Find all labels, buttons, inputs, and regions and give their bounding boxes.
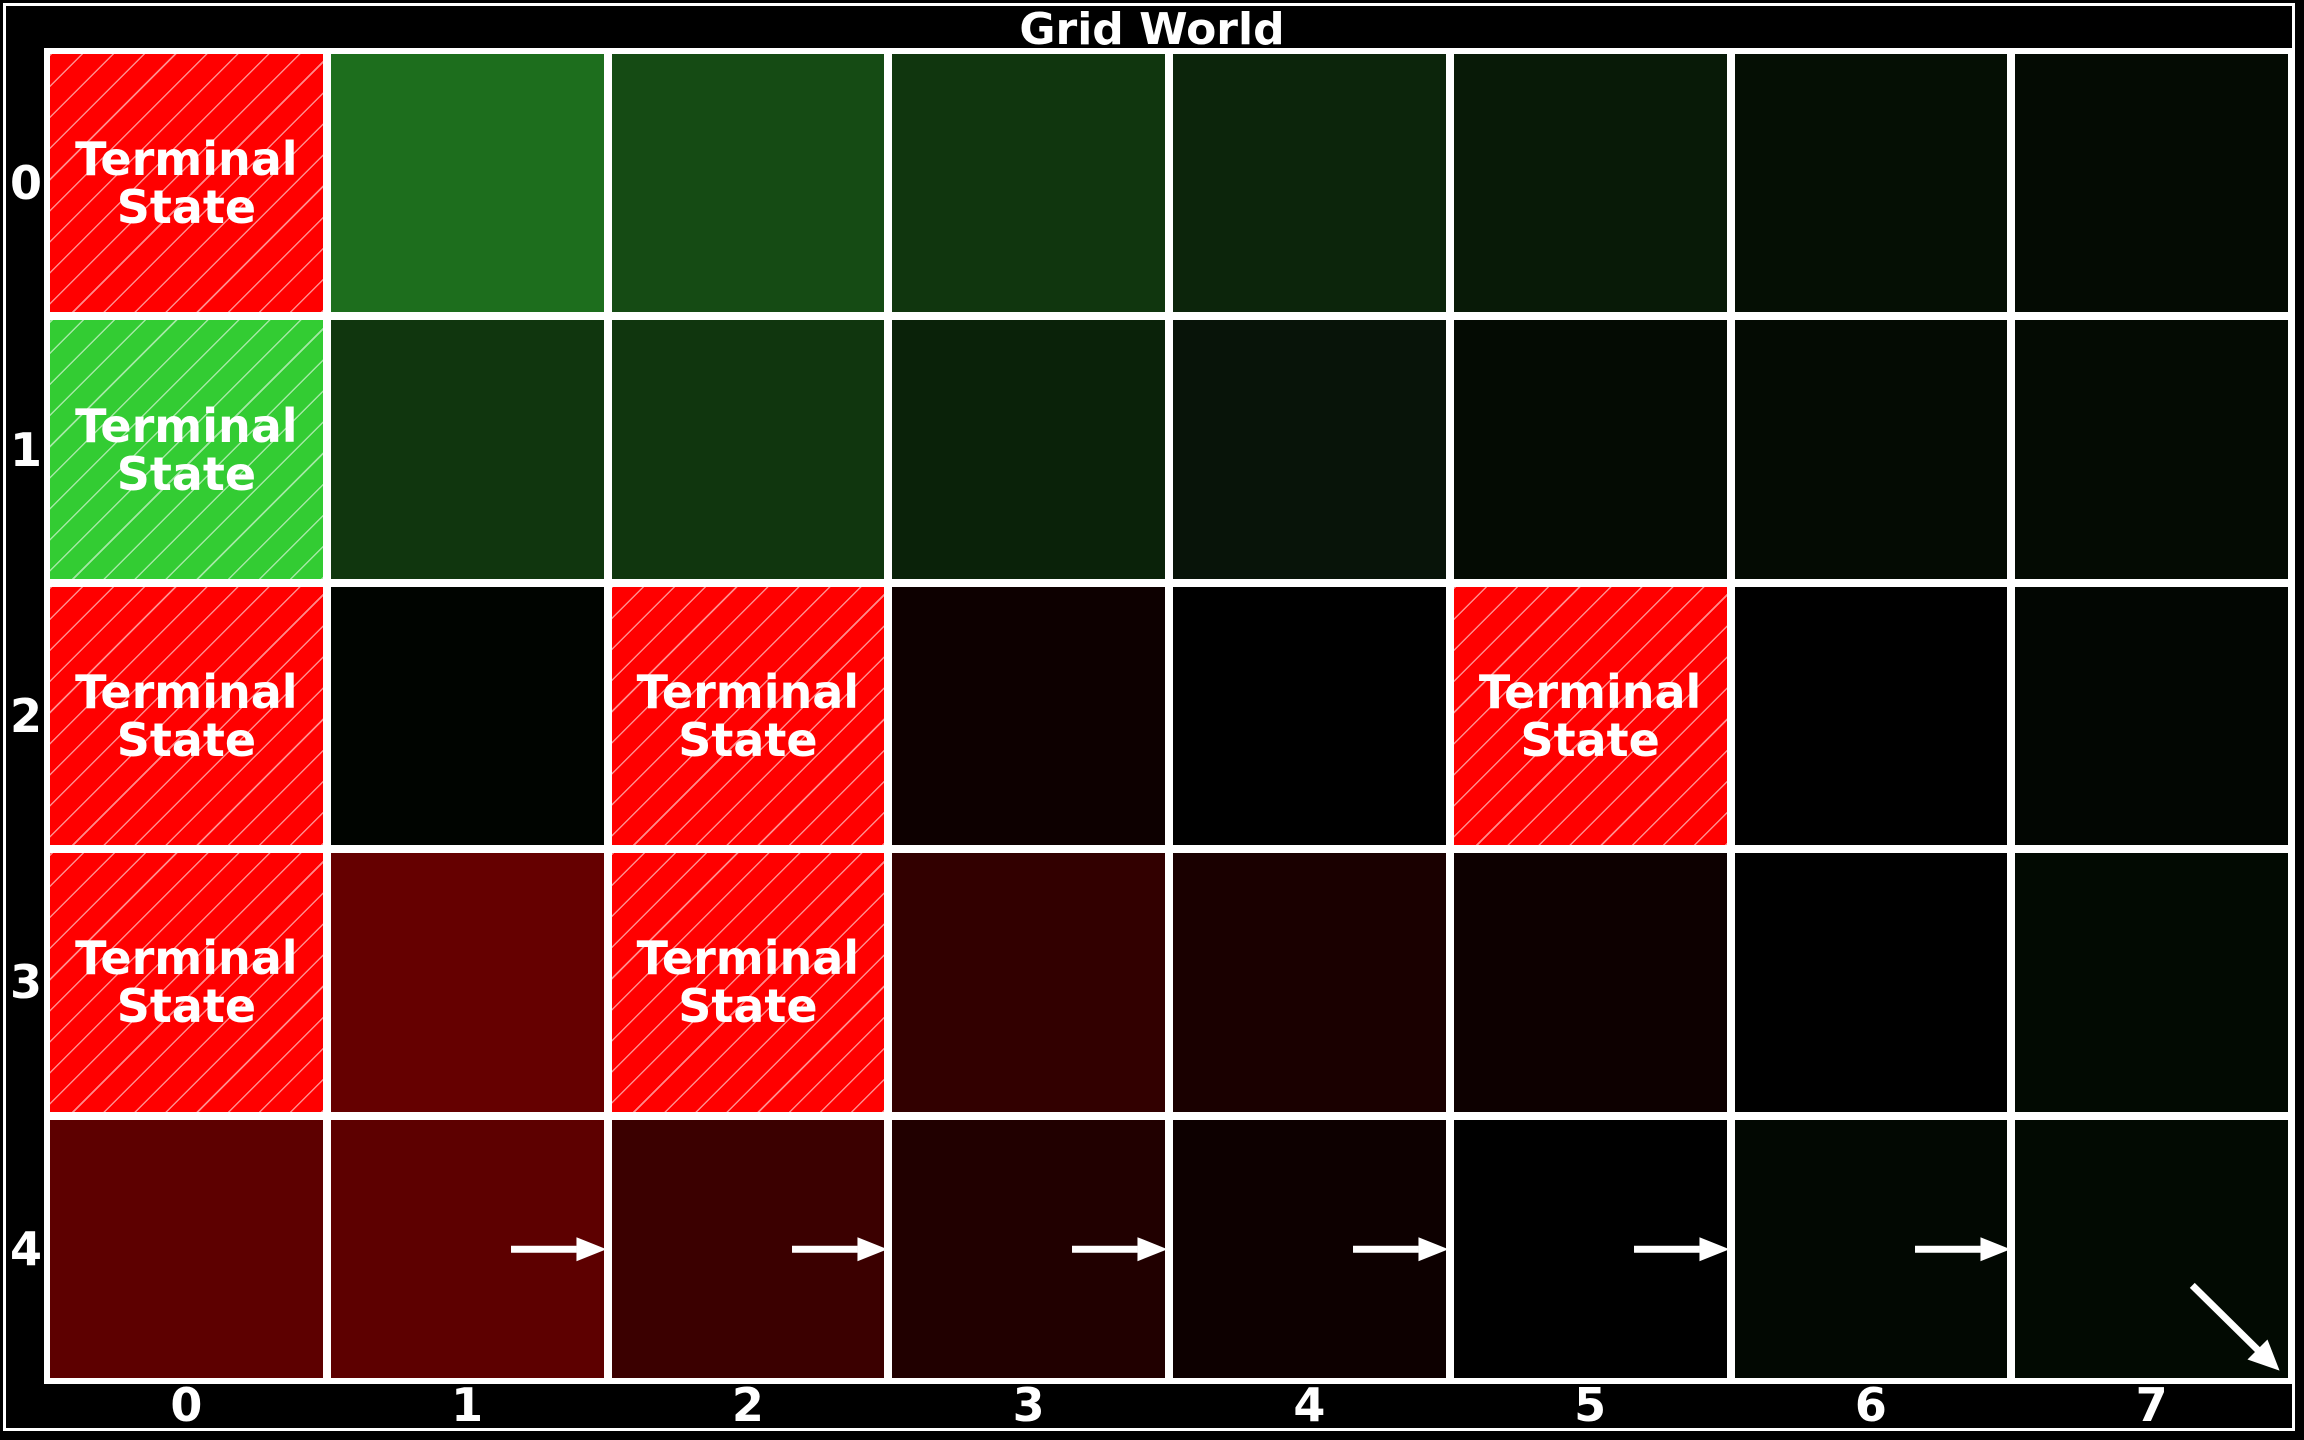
terminal-state-label: Terminal State xyxy=(612,853,885,1111)
grid-cell-r3-c3 xyxy=(892,853,1165,1112)
x-tick-label: 3 xyxy=(1012,1378,1045,1432)
y-tick-label: 3 xyxy=(9,955,42,1010)
arrow-right-icon xyxy=(791,1236,887,1261)
grid-cell-r2-c7 xyxy=(2015,586,2288,846)
x-tick-label: 6 xyxy=(1854,1378,1887,1432)
terminal-cell-r0-c0: Terminal State xyxy=(50,54,323,313)
grid-cell-r1-c1 xyxy=(330,320,604,579)
terminal-state-label: Terminal State xyxy=(612,587,885,845)
grid-cell-r0-c5 xyxy=(1453,54,1727,313)
figure-title: Grid World xyxy=(1019,4,1285,55)
terminal-state-label: Terminal State xyxy=(1454,587,1727,845)
grid-cell-r0-c2 xyxy=(611,54,885,313)
arrow-head xyxy=(1137,1236,1168,1261)
terminal-state-label: Terminal State xyxy=(50,54,323,312)
terminal-label-line1: Terminal xyxy=(75,132,298,187)
arrow-shaft xyxy=(2190,1282,2264,1355)
terminal-cell-r2-c0: Terminal State xyxy=(50,586,323,846)
arrow-head xyxy=(1699,1236,1730,1261)
terminal-label-line2: State xyxy=(116,180,257,235)
y-tick-label: 1 xyxy=(9,422,42,477)
terminal-label-line2: State xyxy=(1520,712,1660,767)
terminal-state-label: Terminal State xyxy=(50,320,323,578)
y-tick-label: 0 xyxy=(9,156,42,211)
arrow-right-icon xyxy=(1633,1236,1730,1261)
terminal-label-line1: Terminal xyxy=(75,931,298,986)
terminal-label-line1: Terminal xyxy=(1478,664,1702,719)
terminal-label-line1: Terminal xyxy=(636,931,860,986)
grid-cell-r4-c0 xyxy=(50,1119,323,1378)
grid-cell-r0-c3 xyxy=(892,54,1165,313)
x-tick-label: 2 xyxy=(731,1378,764,1432)
arrow-head xyxy=(2247,1339,2280,1371)
arrow-right-icon xyxy=(1072,1236,1168,1261)
terminal-state-label: Terminal State xyxy=(50,853,323,1111)
grid-cell-r4-c6 xyxy=(1734,1119,2010,1378)
grid-cell-r1-c3 xyxy=(892,320,1165,579)
terminal-label-line2: State xyxy=(678,712,818,767)
terminal-label-line1: Terminal xyxy=(75,398,298,453)
x-tick-label: 5 xyxy=(1574,1378,1607,1432)
arrow-right-icon xyxy=(1353,1236,1449,1261)
y-tick-label: 4 xyxy=(9,1221,42,1276)
x-tick-label: 1 xyxy=(451,1378,484,1432)
grid-cell-r4-c7 xyxy=(2015,1119,2288,1378)
grid-cell-r4-c1 xyxy=(330,1119,607,1378)
grid-cell-r3-c4 xyxy=(1173,853,1446,1112)
grid-cell-r2-c3 xyxy=(892,586,1165,846)
grid-cell-r1-c2 xyxy=(611,320,885,579)
grid-cell-r3-c6 xyxy=(1734,853,2008,1112)
grid-cell-r3-c7 xyxy=(2015,853,2288,1112)
grid-cell-r3-c5 xyxy=(1453,853,1727,1112)
arrow-head xyxy=(1418,1236,1449,1261)
terminal-label-line1: Terminal xyxy=(636,664,860,719)
terminal-cell-r2-c5: Terminal State xyxy=(1453,586,1727,846)
grid-cell-r0-c4 xyxy=(1173,54,1446,313)
terminal-state-label: Terminal State xyxy=(50,587,323,845)
y-tick-label: 2 xyxy=(9,689,42,743)
x-tick-label: 4 xyxy=(1293,1378,1326,1432)
grid-cell-r0-c1 xyxy=(330,54,604,313)
arrow-head xyxy=(856,1236,887,1261)
terminal-cell-r2-c2: Terminal State xyxy=(611,586,885,846)
grid-cell-r1-c6 xyxy=(1734,320,2008,579)
terminal-label-line2: State xyxy=(116,979,257,1034)
grid-cell-r1-c7 xyxy=(2015,320,2288,579)
grid-cell-r3-c1 xyxy=(330,853,604,1112)
terminal-label-line2: State xyxy=(678,979,818,1034)
arrow-right-icon xyxy=(510,1236,607,1261)
grid-cell-r4-c3 xyxy=(892,1119,1168,1378)
arrow-right-icon xyxy=(1914,1236,2010,1261)
grid-cell-r4-c5 xyxy=(1453,1119,1730,1378)
grid-cell-r0-c6 xyxy=(1734,54,2008,313)
terminal-label-line2: State xyxy=(116,446,257,501)
grid-world: Terminal State Terminal State Terminal State T… xyxy=(44,48,2294,1384)
grid-cell-r2-c1 xyxy=(330,586,604,846)
arrow-head xyxy=(576,1236,607,1261)
arrow-head xyxy=(1979,1236,2010,1261)
terminal-cell-r3-c0: Terminal State xyxy=(50,853,323,1112)
grid-cell-r1-c5 xyxy=(1453,320,1727,579)
arrow-down-right-icon xyxy=(2190,1282,2280,1371)
x-tick-label: 0 xyxy=(170,1378,203,1432)
grid-cell-r2-c6 xyxy=(1734,586,2008,846)
x-tick-label: 7 xyxy=(2135,1378,2168,1432)
grid-cell-r2-c4 xyxy=(1173,586,1446,846)
terminal-cell-r3-c2: Terminal State xyxy=(611,853,885,1112)
grid-cell-r0-c7 xyxy=(2015,54,2288,313)
terminal-cell-r1-c0: Terminal State xyxy=(50,320,323,579)
grid-cell-r4-c2 xyxy=(611,1119,887,1378)
grid-cell-r1-c4 xyxy=(1173,320,1446,579)
terminal-label-line1: Terminal xyxy=(75,664,298,719)
grid-cell-r4-c4 xyxy=(1173,1119,1449,1378)
terminal-label-line2: State xyxy=(116,712,257,767)
